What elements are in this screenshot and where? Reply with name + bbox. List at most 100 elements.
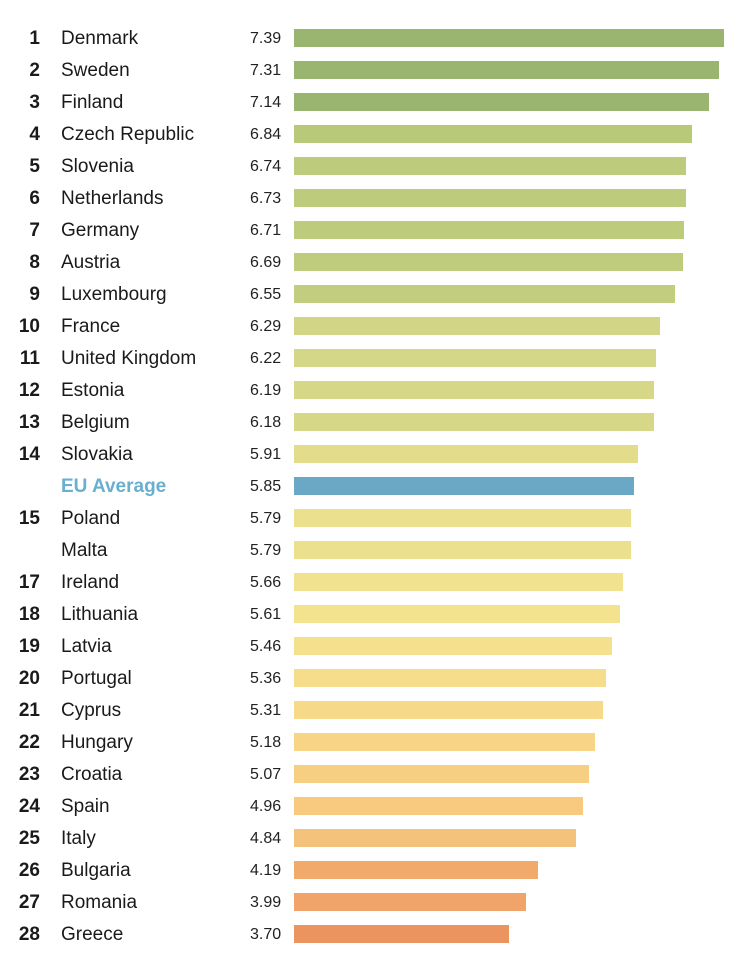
chart-row: 17 Ireland 5.66 bbox=[0, 566, 740, 598]
category-label: Lithuania bbox=[61, 604, 139, 625]
rank-label: 10 bbox=[18, 316, 40, 337]
category-label: Portugal bbox=[61, 668, 132, 689]
category-label: Belgium bbox=[61, 412, 130, 433]
bar bbox=[294, 541, 631, 559]
chart-row: 23 Croatia 5.07 bbox=[0, 758, 740, 790]
data-label: 6.18 bbox=[250, 414, 282, 431]
category-label: Hungary bbox=[61, 732, 133, 753]
rank-label: 27 bbox=[18, 892, 40, 913]
data-label: 6.71 bbox=[250, 222, 282, 239]
bar bbox=[294, 573, 623, 591]
chart-row: 15 Poland 5.79 bbox=[0, 502, 740, 534]
data-label: 6.19 bbox=[250, 382, 282, 399]
category-label: Slovakia bbox=[61, 444, 133, 465]
category-label: Bulgaria bbox=[61, 860, 131, 881]
bar bbox=[294, 765, 589, 783]
bar bbox=[294, 445, 638, 463]
bar bbox=[294, 605, 620, 623]
bar bbox=[294, 285, 675, 303]
category-label: Estonia bbox=[61, 380, 125, 401]
category-label: EU Average bbox=[61, 476, 167, 497]
bar bbox=[294, 701, 603, 719]
rank-label: 4 bbox=[29, 124, 40, 145]
data-label: 6.29 bbox=[250, 318, 282, 335]
data-label: 5.79 bbox=[250, 510, 282, 527]
rank-label: 22 bbox=[18, 732, 40, 753]
chart-row: 2 Sweden 7.31 bbox=[0, 54, 740, 86]
rank-label: 9 bbox=[29, 284, 40, 305]
data-label: 3.70 bbox=[250, 926, 282, 943]
chart-row: EU Average 5.85 bbox=[0, 470, 740, 502]
chart-row: 8 Austria 6.69 bbox=[0, 246, 740, 278]
chart-row: 18 Lithuania 5.61 bbox=[0, 598, 740, 630]
chart-row: 21 Cyprus 5.31 bbox=[0, 694, 740, 726]
chart-row: 19 Latvia 5.46 bbox=[0, 630, 740, 662]
category-label: Finland bbox=[61, 92, 124, 113]
category-label: United Kingdom bbox=[61, 348, 197, 369]
bar bbox=[294, 637, 612, 655]
category-label: Ireland bbox=[61, 572, 120, 593]
rank-label: 2 bbox=[29, 60, 40, 81]
category-label: Slovenia bbox=[61, 156, 134, 177]
chart-row: 24 Spain 4.96 bbox=[0, 790, 740, 822]
bar bbox=[294, 349, 656, 367]
bar bbox=[294, 93, 709, 111]
bar bbox=[294, 381, 654, 399]
data-label: 4.19 bbox=[250, 862, 282, 879]
rank-label: 13 bbox=[18, 412, 40, 433]
bar bbox=[294, 125, 692, 143]
data-label: 5.46 bbox=[250, 638, 282, 655]
category-label: Germany bbox=[61, 220, 140, 241]
category-label: Cyprus bbox=[61, 700, 122, 721]
category-label: Denmark bbox=[61, 28, 139, 49]
chart-row: 14 Slovakia 5.91 bbox=[0, 438, 740, 470]
data-label: 4.96 bbox=[250, 798, 282, 815]
bar bbox=[294, 253, 683, 271]
rank-label: 20 bbox=[18, 668, 40, 689]
category-label: Italy bbox=[61, 828, 96, 849]
rank-label: 1 bbox=[29, 28, 40, 49]
data-label: 7.14 bbox=[250, 94, 282, 111]
rank-label: 23 bbox=[18, 764, 40, 785]
average-bar bbox=[294, 477, 634, 495]
bar bbox=[294, 509, 631, 527]
rank-label: 28 bbox=[18, 924, 40, 945]
bar bbox=[294, 861, 538, 879]
rank-label: 5 bbox=[29, 156, 40, 177]
data-label: 5.85 bbox=[250, 478, 282, 495]
chart-row: 25 Italy 4.84 bbox=[0, 822, 740, 854]
data-label: 4.84 bbox=[250, 830, 282, 847]
rank-label: 25 bbox=[18, 828, 40, 849]
data-label: 6.74 bbox=[250, 158, 282, 175]
data-label: 3.99 bbox=[250, 894, 282, 911]
category-label: Spain bbox=[61, 796, 110, 817]
bar bbox=[294, 189, 686, 207]
chart-row: 7 Germany 6.71 bbox=[0, 214, 740, 246]
rank-label: 14 bbox=[18, 444, 40, 465]
bar bbox=[294, 733, 595, 751]
data-label: 5.66 bbox=[250, 574, 282, 591]
chart-row: 20 Portugal 5.36 bbox=[0, 662, 740, 694]
category-label: Malta bbox=[61, 540, 108, 561]
rank-label: 26 bbox=[18, 860, 40, 881]
chart-row: 1 Denmark 7.39 bbox=[0, 22, 740, 54]
rank-label: 3 bbox=[29, 92, 40, 113]
rank-label: 21 bbox=[18, 700, 40, 721]
chart-row: 27 Romania 3.99 bbox=[0, 886, 740, 918]
rank-label: 7 bbox=[29, 220, 40, 241]
chart-row: 26 Bulgaria 4.19 bbox=[0, 854, 740, 886]
category-label: Czech Republic bbox=[61, 124, 195, 145]
category-label: Croatia bbox=[61, 764, 123, 785]
data-label: 6.69 bbox=[250, 254, 282, 271]
data-label: 6.22 bbox=[250, 350, 282, 367]
bar bbox=[294, 157, 686, 175]
bar bbox=[294, 829, 576, 847]
data-label: 5.61 bbox=[250, 606, 282, 623]
rank-label: 17 bbox=[18, 572, 40, 593]
bar bbox=[294, 221, 684, 239]
category-label: Netherlands bbox=[61, 188, 164, 209]
bar bbox=[294, 893, 526, 911]
data-label: 5.18 bbox=[250, 734, 282, 751]
bar bbox=[294, 797, 583, 815]
chart-row: 11 United Kingdom 6.22 bbox=[0, 342, 740, 374]
